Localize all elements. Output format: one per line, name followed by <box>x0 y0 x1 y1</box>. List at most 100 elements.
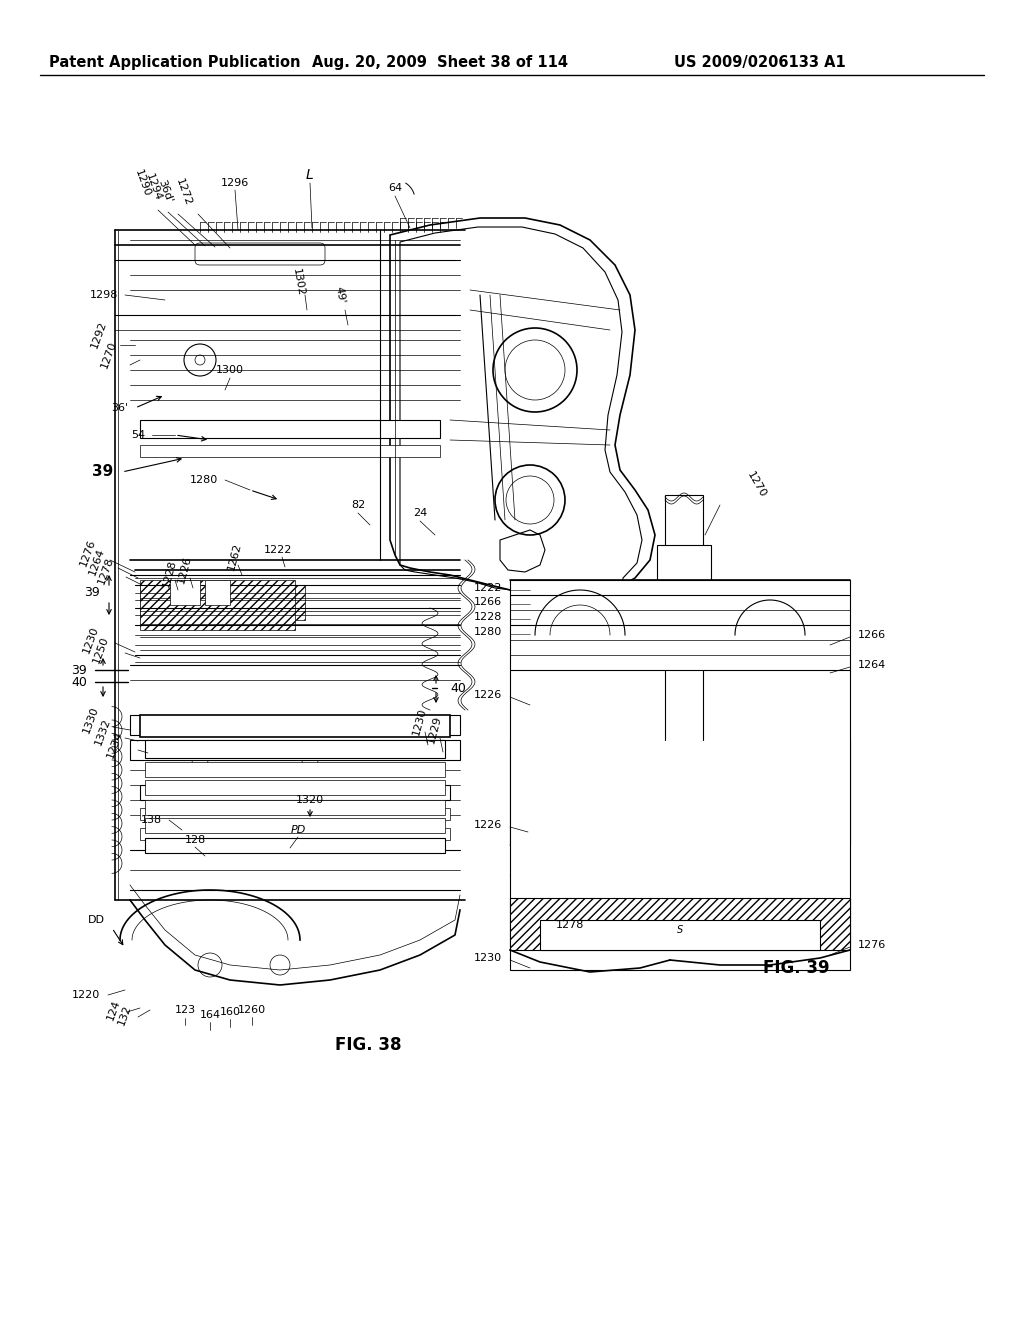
Text: 132: 132 <box>117 1003 133 1027</box>
Text: PD: PD <box>291 825 306 836</box>
Polygon shape <box>802 845 850 875</box>
Text: 1302: 1302 <box>291 267 305 297</box>
Text: 1276: 1276 <box>858 940 886 950</box>
Bar <box>140 420 440 438</box>
Text: 1220: 1220 <box>72 990 100 1001</box>
Polygon shape <box>510 845 558 875</box>
Bar <box>140 579 295 630</box>
Text: 1226: 1226 <box>474 820 502 830</box>
Text: 1294: 1294 <box>144 172 163 202</box>
Bar <box>665 495 703 579</box>
Text: 1270: 1270 <box>745 470 768 500</box>
Polygon shape <box>595 875 638 898</box>
Polygon shape <box>638 875 680 898</box>
Text: 39: 39 <box>72 664 87 676</box>
Text: 49': 49' <box>334 285 346 305</box>
Text: 1296: 1296 <box>221 178 249 187</box>
Polygon shape <box>808 875 850 898</box>
Bar <box>140 445 440 457</box>
Text: DD: DD <box>88 915 105 925</box>
Text: 1250: 1250 <box>91 635 110 665</box>
Text: 1290: 1290 <box>133 168 152 198</box>
Polygon shape <box>705 845 753 875</box>
Text: 1264: 1264 <box>87 546 106 577</box>
Text: 138: 138 <box>141 814 162 825</box>
Polygon shape <box>723 875 765 898</box>
Text: 164: 164 <box>200 1010 220 1020</box>
Bar <box>140 828 450 840</box>
Polygon shape <box>510 875 553 898</box>
Bar <box>145 780 445 795</box>
Text: 1266: 1266 <box>858 630 886 640</box>
Text: 1264: 1264 <box>858 660 886 671</box>
Text: 1229: 1229 <box>427 715 443 744</box>
Text: 64: 64 <box>388 183 402 193</box>
Text: 1280: 1280 <box>189 475 218 484</box>
Text: FIG. 38: FIG. 38 <box>335 1036 401 1053</box>
Text: 1226: 1226 <box>474 690 502 700</box>
Text: 160: 160 <box>219 1007 241 1016</box>
Text: Aug. 20, 2009  Sheet 38 of 114: Aug. 20, 2009 Sheet 38 of 114 <box>312 54 568 70</box>
Text: 1300: 1300 <box>216 366 244 375</box>
Text: 1276: 1276 <box>78 539 97 568</box>
Text: 1234: 1234 <box>104 730 124 760</box>
Text: 36': 36' <box>111 403 128 413</box>
Text: 1230: 1230 <box>474 953 502 964</box>
Text: 1292: 1292 <box>89 319 108 350</box>
Text: Patent Application Publication: Patent Application Publication <box>49 54 301 70</box>
Text: 39: 39 <box>92 465 113 479</box>
Text: 1262: 1262 <box>226 543 244 572</box>
Polygon shape <box>680 875 723 898</box>
Text: 1230: 1230 <box>81 626 100 655</box>
Bar <box>145 762 445 777</box>
Text: 82: 82 <box>351 500 366 510</box>
Text: 1298: 1298 <box>90 290 118 300</box>
Text: L: L <box>306 168 314 182</box>
Text: 1280: 1280 <box>474 627 502 638</box>
Text: 39: 39 <box>84 586 100 598</box>
Bar <box>140 715 450 737</box>
Text: 1260: 1260 <box>238 1005 266 1015</box>
Text: 1222: 1222 <box>474 583 502 593</box>
Polygon shape <box>753 845 802 875</box>
Polygon shape <box>558 845 607 875</box>
Text: 1330: 1330 <box>81 705 100 735</box>
Bar <box>170 579 200 605</box>
Bar <box>140 585 305 620</box>
Text: 40: 40 <box>450 681 466 694</box>
Text: FIG. 39: FIG. 39 <box>763 960 830 977</box>
Polygon shape <box>607 845 655 875</box>
Bar <box>510 741 850 845</box>
Text: 1272: 1272 <box>174 177 193 207</box>
Bar <box>130 715 460 735</box>
Bar <box>140 785 450 800</box>
Text: 123: 123 <box>174 1005 196 1015</box>
FancyBboxPatch shape <box>195 243 325 265</box>
Text: 1228: 1228 <box>474 612 502 622</box>
Text: 1226: 1226 <box>176 556 194 585</box>
Text: 1230: 1230 <box>412 708 428 737</box>
Text: 1278: 1278 <box>96 556 115 586</box>
Text: 1332: 1332 <box>93 717 112 747</box>
Polygon shape <box>553 875 595 898</box>
Text: 1270: 1270 <box>99 341 118 370</box>
Text: 128: 128 <box>184 836 206 845</box>
Bar <box>657 545 711 579</box>
Text: 1228: 1228 <box>162 558 178 589</box>
Bar <box>145 818 445 833</box>
Text: 1266: 1266 <box>474 597 502 607</box>
Bar <box>140 808 450 820</box>
Text: 1278: 1278 <box>556 920 584 931</box>
Text: 36d': 36d' <box>157 178 174 205</box>
Bar <box>145 741 445 758</box>
Text: 124: 124 <box>105 998 122 1022</box>
Text: 1222: 1222 <box>264 545 292 554</box>
Text: 1320: 1320 <box>296 795 324 805</box>
Text: S: S <box>677 925 683 935</box>
Polygon shape <box>765 875 808 898</box>
Text: 54: 54 <box>131 430 145 440</box>
Bar <box>145 800 445 814</box>
Text: 40: 40 <box>71 676 87 689</box>
Text: 24: 24 <box>413 508 427 517</box>
Text: US 2009/0206133 A1: US 2009/0206133 A1 <box>674 54 846 70</box>
